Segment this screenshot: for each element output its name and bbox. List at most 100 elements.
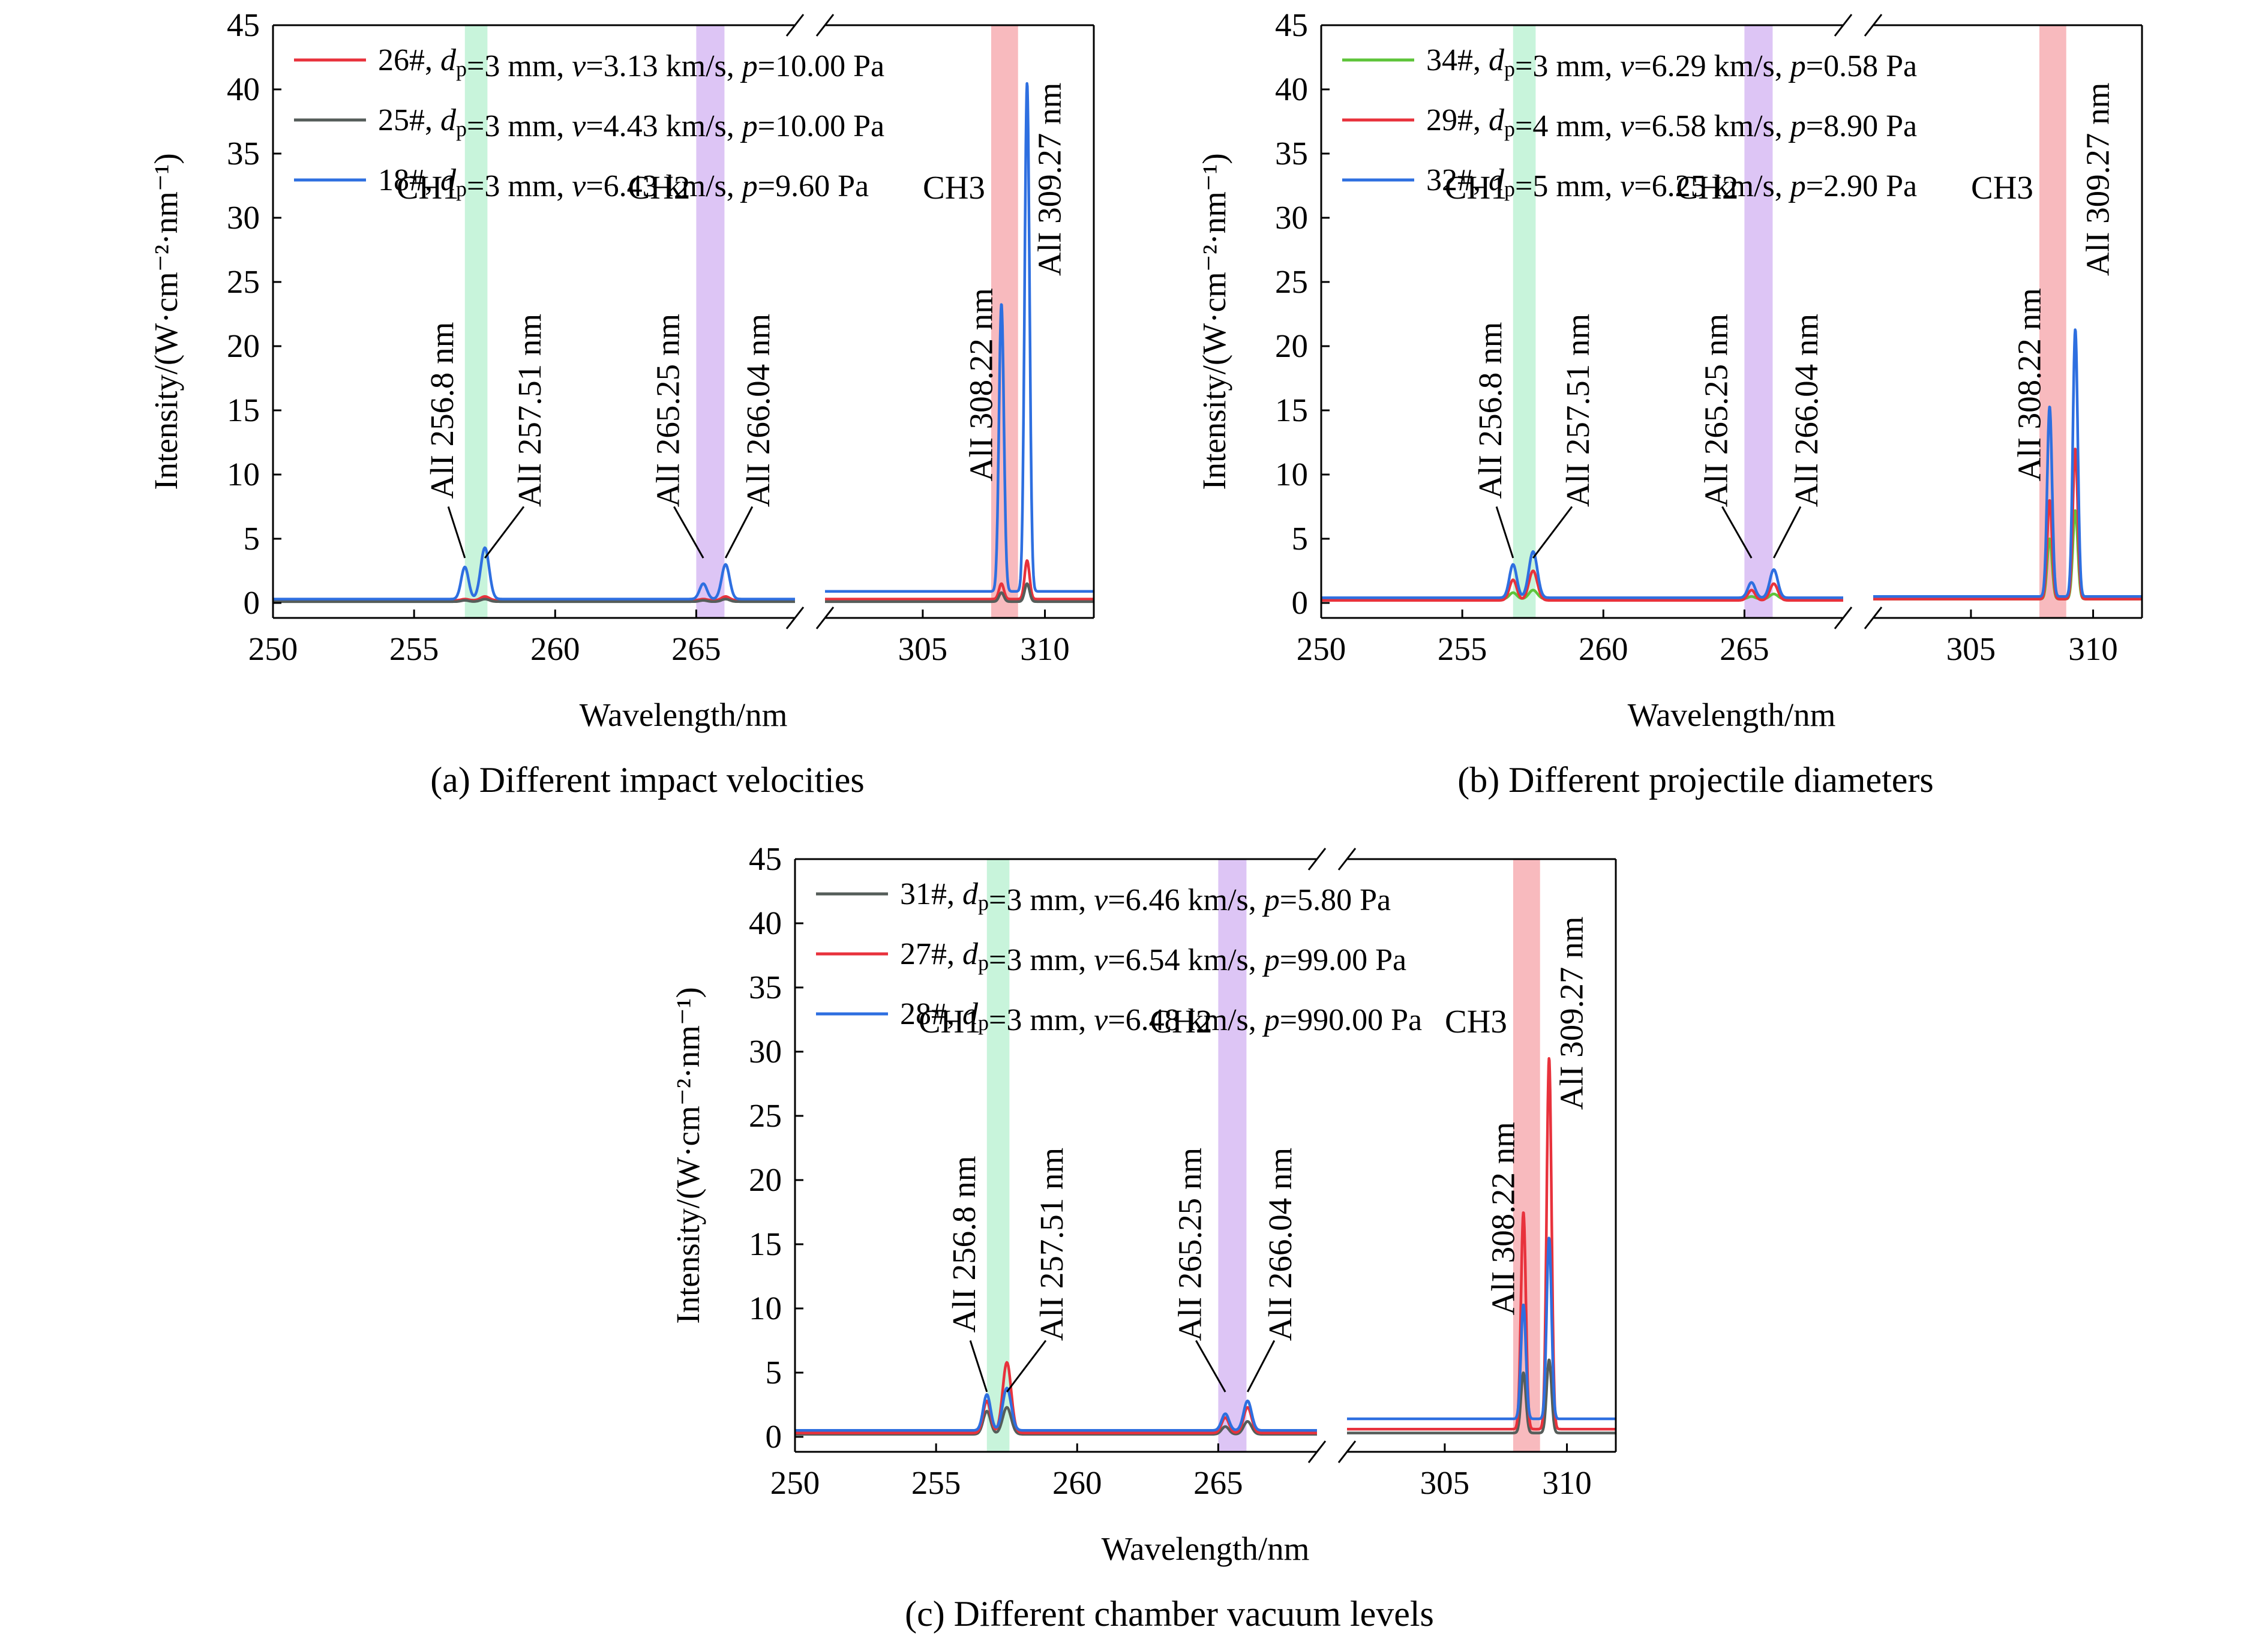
peak-label-4: AlI 308.22 nm (963, 288, 1000, 481)
x-axis-label: Wavelength/nm (1628, 697, 1836, 733)
peak-label-5: AlI 309.27 nm (1553, 917, 1590, 1110)
peak-leader-0 (447, 506, 466, 559)
channel-label-0: CH1 (1445, 169, 1507, 206)
x-tick-label: 255 (1438, 631, 1487, 667)
channel-band-1 (1218, 859, 1247, 1452)
peak-label-4: AlI 308.22 nm (1485, 1122, 1522, 1315)
axis-break-mark-0b (1864, 14, 1883, 37)
peak-label-3: AlI 266.04 nm (1262, 1148, 1298, 1341)
y-tick-label: 40 (1275, 71, 1308, 107)
peak-label-3: AlI 266.04 nm (740, 314, 776, 507)
y-tick-label: 30 (1275, 199, 1308, 236)
y-tick-label: 25 (1275, 263, 1308, 300)
axis-break-mark-0a (1307, 848, 1327, 870)
peak-label-0: AlI 256.8 nm (424, 322, 460, 499)
chart-panel-1: CH1 CH2 CH3 0 5 10 15 20 25 30 35 40 45 250 255 260 265 3… (1196, 7, 2143, 800)
x-tick-label: 250 (770, 1464, 820, 1501)
y-tick-label: 35 (1275, 135, 1308, 172)
x-tick-label: 265 (1720, 631, 1769, 667)
y-tick-label: 20 (749, 1161, 782, 1198)
channel-band-1 (1744, 25, 1773, 618)
x-tick-label: 310 (1020, 631, 1070, 667)
y-tick-label: 35 (749, 969, 782, 1005)
channel-band-0 (464, 25, 488, 618)
peak-leader-0 (1495, 506, 1514, 559)
legend-entry-1: 29#, dp=4 mm, v=6.58 km/s, p=8.90 Pa (1426, 103, 1917, 143)
x-tick-label: 310 (1542, 1464, 1592, 1501)
y-tick-label: 40 (227, 71, 260, 107)
series-line-29-seg0 (1320, 569, 1844, 602)
x-tick-label: 250 (248, 631, 298, 667)
axis-break-mark-1a (785, 607, 805, 629)
axis-break-mark-0b (815, 14, 835, 37)
y-tick-label: 40 (749, 905, 782, 941)
channel-label-1: CH2 (1676, 169, 1738, 206)
axis-break-mark-1b (1337, 1440, 1357, 1463)
peak-label-0: AlI 256.8 nm (946, 1156, 982, 1333)
series-line-29-seg1 (1872, 448, 2143, 601)
y-axis-label: Intensity/(W·cm⁻²·nm⁻¹) (1196, 153, 1232, 490)
channel-label-2: CH3 (1971, 169, 2033, 206)
y-tick-label: 30 (227, 199, 260, 236)
legend-entry-2: 32#, dp=5 mm, v=6.25 km/s, p=2.90 Pa (1426, 163, 1917, 203)
peak-leader-3 (1246, 1340, 1276, 1392)
y-axis-label: Intensity/(W·cm⁻²·nm⁻¹) (670, 987, 706, 1323)
series-line-32-seg1 (1872, 328, 2143, 598)
series-line-25-seg0 (272, 598, 796, 604)
channel-label-2: CH3 (1445, 1003, 1507, 1040)
y-tick-label: 20 (227, 328, 260, 364)
channel-label-2: CH3 (923, 169, 985, 206)
legend-entry-1: 25#, dp=3 mm, v=4.43 km/s, p=10.00 Pa (378, 103, 884, 143)
y-tick-label: 25 (227, 263, 260, 300)
y-tick-label: 10 (227, 456, 260, 493)
y-tick-label: 0 (1292, 584, 1309, 621)
y-tick-label: 45 (749, 840, 782, 877)
channel-band-0 (986, 859, 1010, 1452)
panel-caption: (c) Different chamber vacuum levels (905, 1594, 1434, 1634)
y-tick-label: 45 (227, 7, 260, 43)
chart-panel-0: CH1 CH2 CH3 0 5 10 15 20 25 30 35 40 45 250 255 260 265 3… (148, 7, 1095, 800)
channel-label-1: CH2 (1150, 1003, 1212, 1040)
y-tick-label: 15 (227, 392, 260, 428)
axis-break-mark-1b (815, 607, 835, 629)
axes-frame (1320, 14, 2143, 629)
peak-label-2: AlI 265.25 nm (649, 314, 686, 507)
x-tick-label: 310 (2068, 631, 2118, 667)
series-line-28-seg0 (794, 1386, 1318, 1432)
y-tick-label: 45 (1275, 7, 1308, 43)
peak-label-5: AlI 309.27 nm (2080, 83, 2116, 276)
legend-entry-1: 27#, dp=3 mm, v=6.54 km/s, p=99.00 Pa (900, 937, 1406, 977)
series-line-26-seg1 (824, 559, 1095, 601)
x-tick-label: 305 (1420, 1464, 1470, 1501)
axis-break-mark-0a (785, 14, 805, 37)
y-tick-label: 10 (1275, 456, 1308, 493)
axis-break-mark-1a (1834, 607, 1853, 629)
channel-band-0 (1513, 25, 1536, 618)
peak-leader-2 (673, 506, 704, 559)
peak-label-5: AlI 309.27 nm (1031, 83, 1068, 276)
chart-panel-2: CH1 CH2 CH3 0 5 10 15 20 25 30 35 40 45 250 255 260 265 3… (670, 840, 1617, 1634)
series-line-25-seg1 (824, 582, 1095, 604)
axis-break-mark-0b (1337, 848, 1357, 870)
channel-label-0: CH1 (397, 169, 459, 206)
x-tick-label: 255 (389, 631, 439, 667)
x-tick-label: 265 (1193, 1464, 1243, 1501)
x-tick-label: 305 (898, 631, 948, 667)
x-tick-label: 305 (1946, 631, 1996, 667)
peak-leader-0 (969, 1340, 988, 1392)
x-tick-label: 255 (911, 1464, 961, 1501)
y-tick-label: 20 (1275, 328, 1308, 364)
panel-caption: (a) Different impact velocities (430, 760, 865, 800)
axes-frame (794, 848, 1617, 1463)
series-line-18-seg1 (824, 82, 1095, 593)
y-tick-label: 5 (244, 520, 260, 557)
peak-label-1: AlI 257.51 nm (1559, 314, 1596, 507)
series-line-27-seg1 (1346, 1057, 1617, 1431)
y-tick-label: 5 (766, 1354, 782, 1391)
y-tick-label: 0 (766, 1418, 782, 1455)
y-tick-label: 25 (749, 1097, 782, 1134)
x-tick-label: 260 (530, 631, 580, 667)
y-tick-label: 10 (749, 1290, 782, 1326)
channel-band-1 (696, 25, 725, 618)
